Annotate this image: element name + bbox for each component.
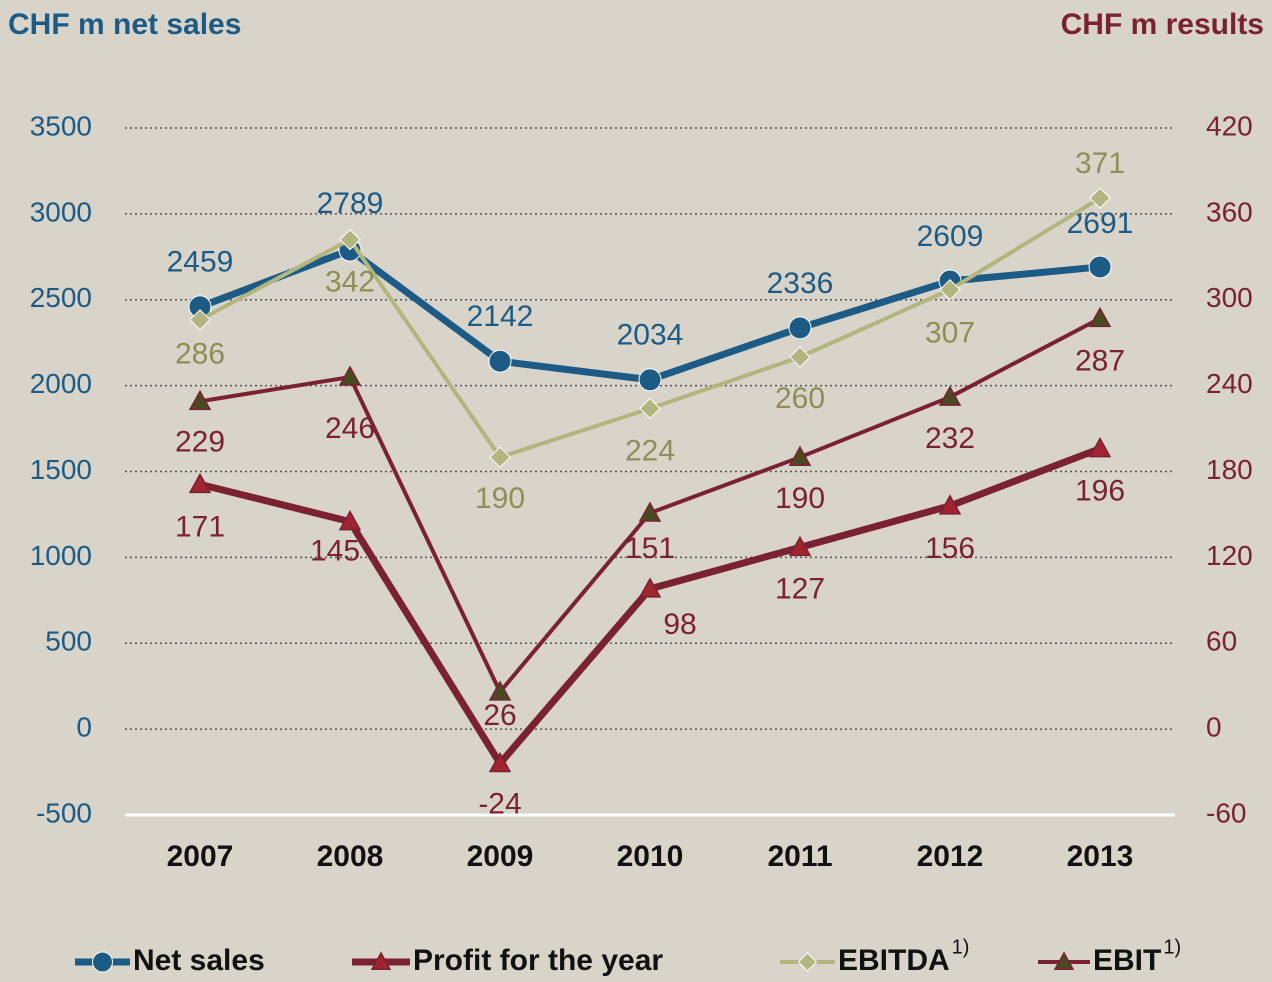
point-marker — [788, 316, 812, 340]
point-marker — [339, 228, 361, 251]
point-marker — [788, 445, 812, 466]
data-label: 26 — [483, 699, 516, 732]
data-label: 342 — [325, 266, 375, 299]
x-tick-label: 2008 — [317, 840, 384, 873]
point-marker — [938, 494, 962, 515]
data-label: 127 — [775, 572, 825, 605]
legend-superscript: 1) — [1163, 936, 1181, 958]
y2-tick-label: 360 — [1206, 196, 1253, 227]
legend-marker — [370, 951, 392, 970]
y2-tick-label: 60 — [1206, 626, 1237, 657]
data-label: 2142 — [467, 300, 534, 333]
data-label: 2034 — [617, 319, 684, 352]
point-marker — [188, 389, 212, 411]
data-label: 2609 — [917, 220, 984, 253]
legend-label: Net sales — [133, 944, 265, 977]
point-marker — [638, 368, 662, 392]
data-label: 371 — [1075, 147, 1125, 180]
x-tick-label: 2009 — [467, 840, 534, 873]
data-label: -24 — [478, 787, 521, 820]
data-label: 286 — [175, 338, 225, 371]
y-tick-label: -500 — [36, 797, 92, 828]
point-marker — [488, 751, 512, 773]
legend-superscript: 1) — [952, 936, 970, 958]
data-label: 151 — [625, 532, 675, 565]
y2-tick-label: 240 — [1206, 368, 1253, 399]
legend-label: EBITDA — [838, 944, 950, 977]
data-label: 156 — [925, 532, 975, 565]
y2-tick-label: 180 — [1206, 454, 1253, 485]
y2-tick-label: -60 — [1206, 797, 1246, 828]
data-label: 190 — [475, 482, 525, 515]
data-label: 224 — [625, 434, 675, 467]
data-label: 246 — [325, 412, 375, 445]
point-marker — [938, 385, 962, 406]
point-marker — [1089, 187, 1111, 209]
point-marker — [189, 309, 211, 331]
legend-label: Profit for the year — [413, 944, 663, 977]
x-tick-label: 2011 — [767, 840, 832, 873]
point-marker — [488, 349, 512, 373]
point-marker — [939, 279, 961, 301]
data-label: 229 — [175, 425, 225, 458]
y2-tick-label: 120 — [1206, 540, 1253, 571]
point-marker — [788, 535, 812, 557]
point-marker — [338, 365, 362, 386]
data-label: 260 — [775, 382, 825, 415]
data-label: 307 — [925, 317, 975, 350]
data-label: 287 — [1075, 344, 1125, 377]
point-marker — [789, 346, 811, 368]
legend-marker — [1053, 951, 1075, 970]
data-label: 190 — [775, 482, 825, 515]
data-label: 171 — [175, 510, 225, 543]
data-label: 2336 — [767, 267, 834, 300]
y-tick-label: 1500 — [30, 454, 92, 485]
point-marker — [1088, 255, 1112, 279]
point-marker — [639, 397, 661, 420]
legend-marker — [797, 952, 818, 972]
point-marker — [1088, 437, 1112, 458]
point-marker — [338, 510, 362, 531]
x-tick-label: 2013 — [1067, 840, 1134, 873]
data-label: 98 — [663, 608, 696, 641]
point-marker — [638, 577, 662, 598]
y-tick-label: 1000 — [30, 540, 92, 571]
y2-tick-label: 0 — [1206, 712, 1222, 743]
x-tick-label: 2010 — [617, 840, 684, 873]
data-label: 145 — [310, 535, 360, 568]
data-label: 2789 — [317, 187, 384, 220]
data-label: 232 — [925, 422, 975, 455]
y2-axis-title: CHF m results — [1061, 8, 1264, 41]
point-marker — [488, 680, 512, 701]
y2-tick-label: 420 — [1206, 110, 1253, 141]
point-marker — [188, 472, 212, 494]
x-tick-label: 2007 — [167, 840, 234, 873]
legend-marker — [92, 951, 113, 973]
y-axis-title: CHF m net sales — [8, 8, 241, 41]
y-tick-label: 2500 — [30, 282, 92, 313]
legend-label: EBIT — [1093, 944, 1161, 977]
y-tick-label: 500 — [45, 626, 92, 657]
y-tick-label: 3500 — [30, 110, 92, 141]
y-tick-label: 0 — [76, 712, 92, 743]
data-label: 196 — [1075, 475, 1125, 508]
y-tick-label: 2000 — [30, 368, 92, 399]
y-tick-label: 3000 — [30, 196, 92, 227]
point-marker — [638, 501, 662, 522]
x-tick-label: 2012 — [917, 840, 984, 873]
point-marker — [489, 446, 511, 468]
y2-tick-label: 300 — [1206, 282, 1253, 313]
data-label: 2459 — [167, 246, 234, 279]
point-marker — [1088, 306, 1112, 328]
